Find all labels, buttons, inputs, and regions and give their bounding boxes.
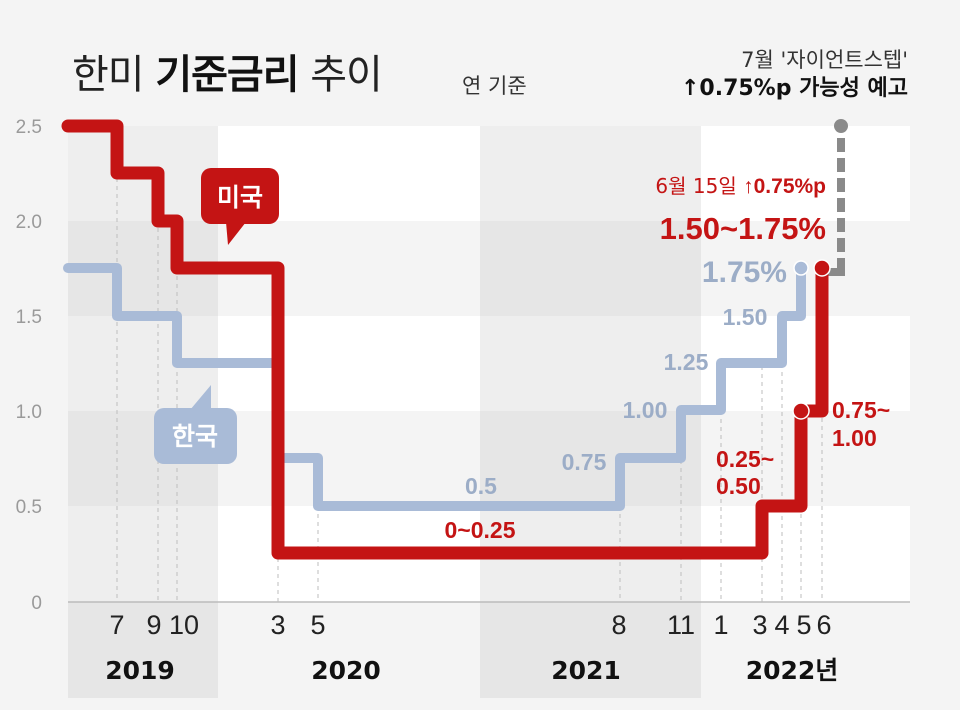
y-tick-0.5: 0.5 [16, 497, 42, 518]
y-tick-2.5: 2.5 [16, 117, 42, 138]
korea-end-dot [793, 260, 809, 276]
year-2020: 2020 [311, 656, 381, 685]
chart-subtitle: 연 기준 [462, 74, 527, 98]
x-tick: 10 [169, 610, 199, 640]
forecast-note-line1: 7월 '자이언트스텝' [741, 48, 908, 72]
year-2019: 2019 [105, 656, 175, 685]
us-label-075-line1: 0.75~ [832, 397, 890, 423]
korea-label-1.00: 1.00 [623, 397, 668, 423]
y-tick-1.0: 1.0 [16, 402, 42, 423]
korea-label-0.75: 0.75 [562, 449, 607, 475]
korea-label-1.25: 1.25 [664, 349, 709, 375]
us-label-075-line2: 1.00 [832, 425, 877, 451]
x-tick: 8 [611, 610, 626, 640]
korea-label-1.50: 1.50 [723, 304, 768, 330]
us-current-rate: 1.50~1.75% [660, 211, 826, 246]
us-rate-line-june [801, 261, 829, 418]
korea-label-0.5: 0.5 [465, 473, 497, 499]
june-change: ↑0.75%p [743, 175, 826, 198]
x-tick: 3 [752, 610, 767, 640]
korea-legend-bubble: 한국 [154, 385, 237, 464]
y-tick-1.5: 1.5 [16, 307, 42, 328]
forecast-note-line2: ↑0.75%p 가능성 예고 [680, 76, 908, 101]
y-axis: 2.5 2.0 1.5 1.0 0.5 0 [16, 117, 42, 614]
korea-legend-label: 한국 [172, 422, 218, 451]
us-rate-line [61, 119, 808, 560]
x-tick: 7 [109, 610, 124, 640]
us-june-dot [813, 259, 831, 277]
y-tick-0: 0 [31, 593, 42, 614]
us-label-zero: 0~0.25 [445, 517, 516, 543]
x-tick: 3 [270, 610, 285, 640]
us-label-025-line2: 0.50 [716, 473, 761, 499]
chart-title: 한미 기준금리 추이 [72, 42, 383, 100]
x-tick: 6 [816, 610, 831, 640]
us-label-025-line1: 0.25~ [716, 446, 774, 472]
x-tick: 5 [796, 610, 811, 640]
title-part-2: 추이 [298, 52, 383, 98]
korea-current-rate: 1.75% [702, 256, 787, 289]
x-tick: 4 [774, 610, 789, 640]
y-tick-2.0: 2.0 [16, 212, 42, 233]
x-tick: 5 [310, 610, 325, 640]
x-axis-months: 7 9 10 3 5 8 11 1 3 4 5 6 [109, 610, 831, 640]
june-date: 6월 15일 [655, 174, 743, 198]
us-may-dot [792, 402, 810, 420]
x-tick: 11 [667, 610, 695, 640]
forecast-dot [834, 119, 848, 133]
us-legend-label: 미국 [217, 183, 263, 212]
year-2021: 2021 [551, 656, 621, 685]
title-bold: 기준금리 [155, 52, 299, 98]
forecast-note: 7월 '자이언트스텝' ↑0.75%p 가능성 예고 [681, 46, 908, 104]
year-2022: 2022년 [746, 656, 839, 685]
x-tick: 1 [713, 610, 728, 640]
korea-rate-line [63, 263, 806, 511]
title-part-1: 한미 [72, 52, 156, 98]
us-legend-bubble: 미국 [201, 168, 279, 245]
x-axis-years: 2019 2020 2021 2022년 [105, 656, 838, 685]
x-tick: 9 [146, 610, 161, 640]
june-annotation: 6월 15일 ↑0.75%p [655, 174, 826, 198]
